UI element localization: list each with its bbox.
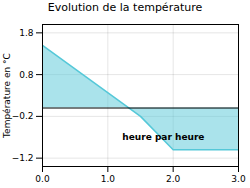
svg-text:−1.2: −1.2 <box>12 153 34 163</box>
svg-text:0.0: 0.0 <box>35 174 50 184</box>
html-text:Evolution de la température: Evolution de la température <box>47 1 203 14</box>
svg-text:Température en °C: Température en °C <box>2 53 12 139</box>
svg-text:1.0: 1.0 <box>101 174 116 184</box>
svg-text:0.8: 0.8 <box>19 69 34 79</box>
svg-text:−0.2: −0.2 <box>12 111 34 121</box>
svg-text:1.8: 1.8 <box>19 28 34 38</box>
svg-text:3.0: 3.0 <box>231 174 246 184</box>
svg-text:2.0: 2.0 <box>166 174 181 184</box>
svg-text:heure par heure: heure par heure <box>122 132 204 142</box>
